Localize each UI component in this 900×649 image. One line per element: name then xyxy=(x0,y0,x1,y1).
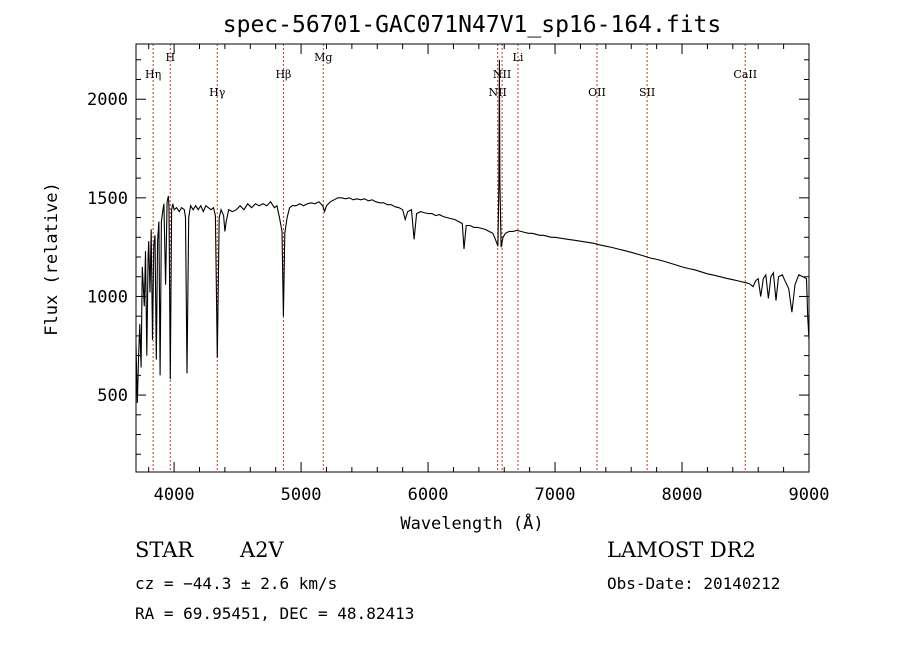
object-subclass: A2V xyxy=(240,538,284,562)
line-marker-label: NII xyxy=(493,68,511,81)
plot-axes: 4000 5000 6000 7000 8000 9000 500 1000 1500 2000 xyxy=(87,44,829,505)
y-tick-label: 500 xyxy=(97,386,128,406)
line-marker-label: Hβ xyxy=(275,68,291,81)
line-marker-label: H xyxy=(165,51,175,64)
line-marker-label: OII xyxy=(588,86,606,99)
line-marker-label: Mg xyxy=(314,51,332,64)
line-marker-label: Hγ xyxy=(209,86,226,99)
x-tick-label: 7000 xyxy=(535,485,576,505)
x-tick-label: 6000 xyxy=(408,485,449,505)
line-marker-label: Li xyxy=(513,51,524,64)
plot-frame xyxy=(135,43,810,473)
line-marker-label: SII xyxy=(639,86,655,99)
line-marker-label: NII xyxy=(488,86,506,99)
redshift-velocity: cz = −44.3 ± 2.6 km/s xyxy=(135,574,338,593)
ra-dec-coordinates: RA = 69.95451, DEC = 48.82413 xyxy=(135,604,415,623)
x-tick-label: 9000 xyxy=(789,485,830,505)
x-tick-label: 8000 xyxy=(662,485,703,505)
x-tick-label: 4000 xyxy=(154,485,195,505)
line-marker-label: Hη xyxy=(145,68,161,81)
observation-date: Obs-Date: 20140212 xyxy=(607,574,781,593)
y-tick-label: 2000 xyxy=(87,90,128,110)
y-tick-label: 1000 xyxy=(87,287,128,307)
y-axis-label: Flux (relative) xyxy=(42,182,62,336)
chart-title: spec-56701-GAC071N47V1_sp16-164.fits xyxy=(223,12,722,38)
y-tick-label: 1500 xyxy=(87,189,128,209)
spectrum-line xyxy=(135,59,810,404)
survey-name: LAMOST DR2 xyxy=(607,538,756,562)
x-tick-label: 5000 xyxy=(281,485,322,505)
x-axis-label: Wavelength (Å) xyxy=(400,512,543,534)
object-class: STAR xyxy=(135,538,194,562)
line-marker-label: CaII xyxy=(733,68,757,81)
